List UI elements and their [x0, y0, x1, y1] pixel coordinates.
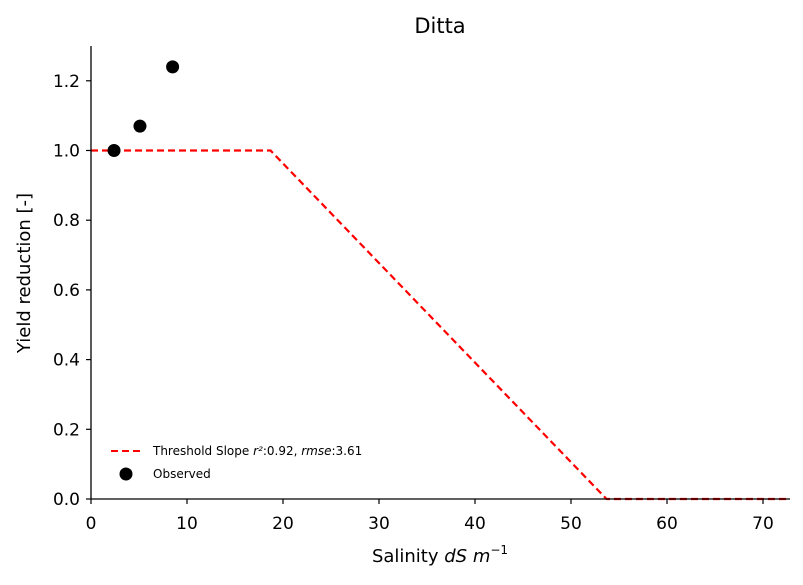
plot-area — [91, 60, 787, 501]
legend: Threshold Slope r²:0.92, rmse:3.61 Obser… — [111, 444, 362, 481]
y-axis-label: Yield reduction [-] — [14, 193, 35, 354]
y-tick-label: 0.2 — [53, 420, 80, 440]
legend-stat-rmse: rmse — [301, 444, 331, 458]
observed-point — [166, 60, 180, 74]
legend-label-threshold: Threshold Slope r²:0.92, rmse:3.61 — [152, 444, 362, 458]
x-tick-label: 60 — [656, 514, 678, 534]
x-axis-label-exponent: −1 — [490, 543, 508, 557]
x-axis-label-variable: dS m — [444, 546, 490, 567]
legend-stat-rmse-value: :3.61 — [331, 444, 362, 458]
x-tick-label: 10 — [176, 514, 198, 534]
legend-marker-observed — [119, 467, 133, 481]
legend-label-observed: Observed — [153, 467, 211, 481]
chart-title: Ditta — [414, 14, 465, 38]
x-tick-label: 0 — [86, 514, 97, 534]
y-tick-label: 1.0 — [53, 142, 80, 162]
y-tick-label: 0.8 — [53, 211, 80, 231]
x-tick-label: 70 — [752, 514, 774, 534]
y-tick-label: 0.4 — [53, 351, 80, 371]
x-axis-label-main: Salinity — [372, 546, 444, 567]
legend-stat-r2: r² — [253, 444, 263, 458]
legend-series-name: Threshold Slope — [152, 444, 249, 458]
y-tick-label: 0.0 — [53, 490, 80, 510]
x-axis-label: Salinity dS m−1 — [372, 543, 508, 567]
y-tick-label: 1.2 — [53, 72, 80, 92]
x-tick-label: 50 — [560, 514, 582, 534]
y-axis-ticks: 0.0 0.2 0.4 0.6 0.8 1.0 1.2 — [53, 72, 91, 510]
x-axis-ticks: 0 10 20 30 40 50 60 70 — [86, 499, 774, 534]
observed-point — [107, 144, 121, 157]
x-tick-label: 20 — [272, 514, 294, 534]
observed-point — [133, 119, 147, 133]
x-tick-label: 40 — [464, 514, 486, 534]
x-tick-label: 30 — [368, 514, 390, 534]
y-tick-label: 0.6 — [53, 281, 80, 301]
legend-stat-r2-value: :0.92, — [263, 444, 301, 458]
